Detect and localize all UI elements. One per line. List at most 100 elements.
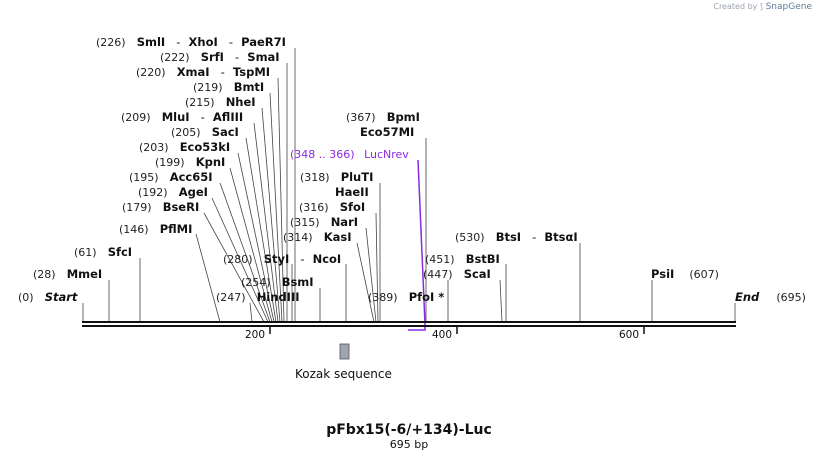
site-pos: (447) bbox=[423, 268, 453, 281]
site-name: MmeI bbox=[67, 267, 103, 281]
site-name: PfoI * bbox=[409, 290, 445, 304]
site-label-pflm[interactable]: (146) PflMI bbox=[119, 218, 192, 237]
site-label-sty[interactable]: (280) StyI - NcoI bbox=[223, 248, 341, 267]
site-name: SacI bbox=[212, 125, 239, 139]
leader-acc65 bbox=[219, 182, 271, 323]
site-sep: - bbox=[229, 35, 233, 49]
leader-sfo bbox=[375, 212, 379, 323]
site-sep: - bbox=[235, 50, 239, 64]
site-pos: (389) bbox=[368, 291, 398, 304]
leader-age bbox=[211, 197, 269, 323]
scale-ticks bbox=[269, 327, 645, 334]
site-pos: (215) bbox=[185, 96, 215, 109]
start-label: (0) Start bbox=[18, 286, 78, 305]
site-pos: (318) bbox=[300, 171, 330, 184]
leader-xma bbox=[277, 77, 285, 323]
site-label-smi[interactable]: (226) SmlI - XhoI - PaeR7I bbox=[96, 31, 286, 50]
site-label-age[interactable]: (192) AgeI bbox=[138, 181, 208, 200]
brand-prefix: Created by bbox=[713, 2, 758, 11]
site-label-mme[interactable]: (28) MmeI bbox=[33, 263, 102, 282]
site-name: BseRI bbox=[163, 200, 200, 214]
dna-strand-top bbox=[82, 321, 736, 323]
site-sep: - bbox=[201, 110, 205, 124]
site-name: HindIII bbox=[257, 290, 300, 304]
site-pos: (314) bbox=[283, 231, 313, 244]
site-label-bpm[interactable]: (367) BpmI bbox=[346, 106, 420, 125]
site-label-eco57m[interactable]: Eco57MI bbox=[360, 125, 414, 139]
site-label-hind3[interactable]: (247) HindIII bbox=[216, 286, 300, 305]
site-label-acc65[interactable]: (195) Acc65I bbox=[129, 166, 213, 185]
kozak-feature-box[interactable] bbox=[339, 343, 350, 360]
site-name: XmaI bbox=[177, 65, 210, 79]
site-label-psi[interactable]: PsiI (607) bbox=[651, 263, 719, 282]
brand-name: SnapGene bbox=[765, 2, 812, 12]
site-name: StyI bbox=[264, 252, 290, 266]
site-label-srf[interactable]: (222) SrfI - SmaI bbox=[160, 46, 280, 65]
site-name: SrfI bbox=[201, 50, 224, 64]
site-pos: (209) bbox=[121, 111, 151, 124]
site-label-bsm[interactable]: (254) BsmI bbox=[241, 271, 314, 290]
site-label-bstb[interactable]: (451) BstBI bbox=[425, 248, 500, 267]
site-label-mlu[interactable]: (209) MluI - AflIII bbox=[121, 106, 243, 125]
site-label-sfc[interactable]: (61) SfcI bbox=[74, 241, 132, 260]
site-leader-lines bbox=[82, 48, 736, 323]
leader-hind3 bbox=[249, 302, 253, 323]
site-label-bmt[interactable]: (219) BmtI bbox=[193, 76, 264, 95]
snapgene-logo-icon: ⟆ bbox=[759, 2, 764, 11]
dna-strand-bottom bbox=[82, 325, 736, 327]
site-label-kpn[interactable]: (199) KpnI bbox=[155, 151, 225, 170]
site-sep: - bbox=[532, 230, 536, 244]
site-name: PsiI bbox=[651, 267, 674, 281]
site-name: KasI bbox=[324, 230, 352, 244]
tick-label: 600 bbox=[619, 329, 639, 341]
site-name: PluTI bbox=[341, 170, 374, 184]
site-pos: (316) bbox=[299, 201, 329, 214]
primer-range: (348 .. 366) bbox=[290, 148, 355, 161]
site-name: NcoI bbox=[313, 252, 342, 266]
primer-label[interactable]: (348 .. 366) LucNrev bbox=[290, 148, 409, 161]
primer-arrow[interactable] bbox=[408, 159, 426, 331]
site-pos: (219) bbox=[193, 81, 223, 94]
site-label-nar[interactable]: (315) NarI bbox=[290, 211, 358, 230]
site-pos: (607) bbox=[689, 268, 719, 281]
site-label-xma[interactable]: (220) XmaI - TspMI bbox=[136, 61, 270, 80]
site-label-nhe[interactable]: (215) NheI bbox=[185, 91, 256, 110]
leader-mlu bbox=[253, 122, 279, 323]
site-label-pfo[interactable]: (389) PfoI * bbox=[368, 286, 444, 305]
brand-credit: Created by ⟆ SnapGene bbox=[713, 2, 812, 12]
site-label-eco53k[interactable]: (203) Eco53kI bbox=[139, 136, 230, 155]
start-pos: (0) bbox=[18, 291, 34, 304]
leader-bser bbox=[203, 212, 265, 323]
site-name: NheI bbox=[226, 95, 256, 109]
plasmid-title: pFbx15(-6/+134)-Luc bbox=[326, 422, 492, 438]
site-name: BtsαI bbox=[544, 230, 577, 244]
leader-eco53k bbox=[237, 152, 275, 323]
site-sep: - bbox=[300, 252, 304, 266]
site-pos: (146) bbox=[119, 223, 149, 236]
leader-nhe bbox=[261, 107, 281, 323]
site-name: PflMI bbox=[160, 222, 193, 236]
site-pos: (203) bbox=[139, 141, 169, 154]
site-label-kas[interactable]: (314) KasI bbox=[283, 226, 351, 245]
leader-kpn bbox=[229, 167, 273, 323]
site-label-sca[interactable]: (447) ScaI bbox=[423, 263, 491, 282]
site-label-sfo[interactable]: (316) SfoI bbox=[299, 196, 365, 215]
site-label-bser[interactable]: (179) BseRI bbox=[122, 196, 199, 215]
site-name: SfoI bbox=[340, 200, 365, 214]
site-sep: - bbox=[176, 35, 180, 49]
site-label-plut[interactable]: (318) PluTI bbox=[300, 166, 373, 185]
leader-pflm bbox=[195, 233, 221, 323]
site-name: XhoI bbox=[189, 35, 218, 49]
site-label-bts[interactable]: (530) BtsI - BtsαI bbox=[455, 226, 578, 245]
site-pos: (254) bbox=[241, 276, 271, 289]
site-pos: (28) bbox=[33, 268, 56, 281]
site-name: NarI bbox=[331, 215, 358, 229]
site-pos: (220) bbox=[136, 66, 166, 79]
site-label-sac[interactable]: (205) SacI bbox=[171, 121, 239, 140]
leader-sac bbox=[245, 137, 277, 323]
site-label-hae2[interactable]: HaeII bbox=[335, 185, 369, 199]
site-name: BmtI bbox=[234, 80, 265, 94]
kozak-feature-label[interactable]: Kozak sequence bbox=[295, 367, 392, 381]
site-name: BtsI bbox=[496, 230, 521, 244]
site-pos: (530) bbox=[455, 231, 485, 244]
